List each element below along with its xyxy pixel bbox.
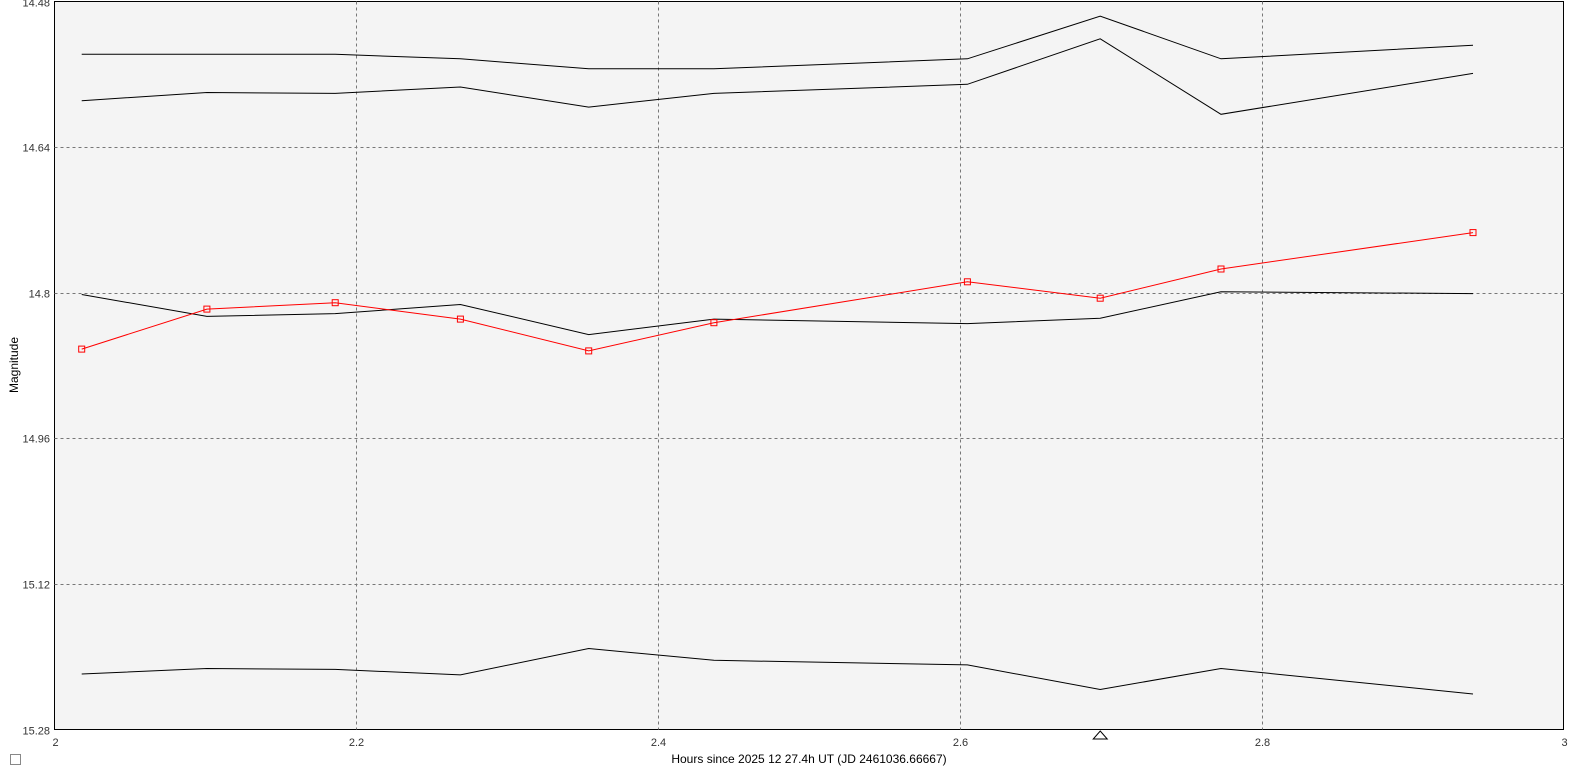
x-tick-label: 2.4	[651, 737, 666, 749]
y-tick-label: 15.28	[22, 726, 50, 738]
series-line	[81, 291, 1474, 336]
data-point[interactable]	[585, 347, 593, 355]
x-tick-label: 2.8	[1255, 737, 1270, 749]
y-tick-label: 14.96	[22, 434, 50, 446]
x-tick-label: 2.2	[349, 737, 364, 749]
data-point[interactable]	[331, 299, 339, 307]
series-1	[81, 15, 1474, 70]
data-point[interactable]	[78, 345, 86, 353]
series-layer	[78, 15, 1477, 695]
y-tick-label: 14.64	[22, 143, 50, 155]
data-point[interactable]	[963, 278, 971, 286]
x-gridlines	[356, 1, 1263, 730]
time-marker-triangle-icon[interactable]	[1092, 730, 1109, 740]
x-tick-label: 2.6	[953, 737, 968, 749]
data-point[interactable]	[456, 315, 464, 323]
y-axis-label: Magnitude	[7, 337, 21, 393]
data-point[interactable]	[1096, 294, 1104, 302]
plot-area	[54, 1, 1564, 730]
series-line	[81, 647, 1474, 695]
x-tick-label: 2	[52, 737, 58, 749]
data-point[interactable]	[1469, 229, 1477, 237]
series-line	[81, 232, 1474, 352]
x-tick-labels: 2 2.2 2.4 2.6 2.8 3	[52, 737, 1567, 749]
x-tick-label: 3	[1561, 737, 1567, 749]
y-tick-label: 14.48	[22, 0, 50, 10]
series-4	[78, 229, 1477, 355]
series-line	[81, 15, 1474, 70]
corner-toggle-icon[interactable]	[10, 754, 21, 765]
data-point[interactable]	[1217, 265, 1225, 273]
y-tick-labels: 14.48 14.64 14.8 14.96 15.12 15.28	[22, 0, 50, 738]
series-5	[81, 647, 1474, 695]
x-axis-label: Hours since 2025 12 27.4h UT (JD 2461036…	[671, 752, 946, 766]
data-point[interactable]	[710, 319, 718, 327]
series-3	[81, 291, 1474, 336]
y-tick-label: 14.8	[29, 289, 50, 301]
y-tick-label: 15.12	[22, 580, 50, 592]
series-line	[81, 38, 1474, 115]
data-point[interactable]	[203, 305, 211, 313]
series-2	[81, 38, 1474, 115]
